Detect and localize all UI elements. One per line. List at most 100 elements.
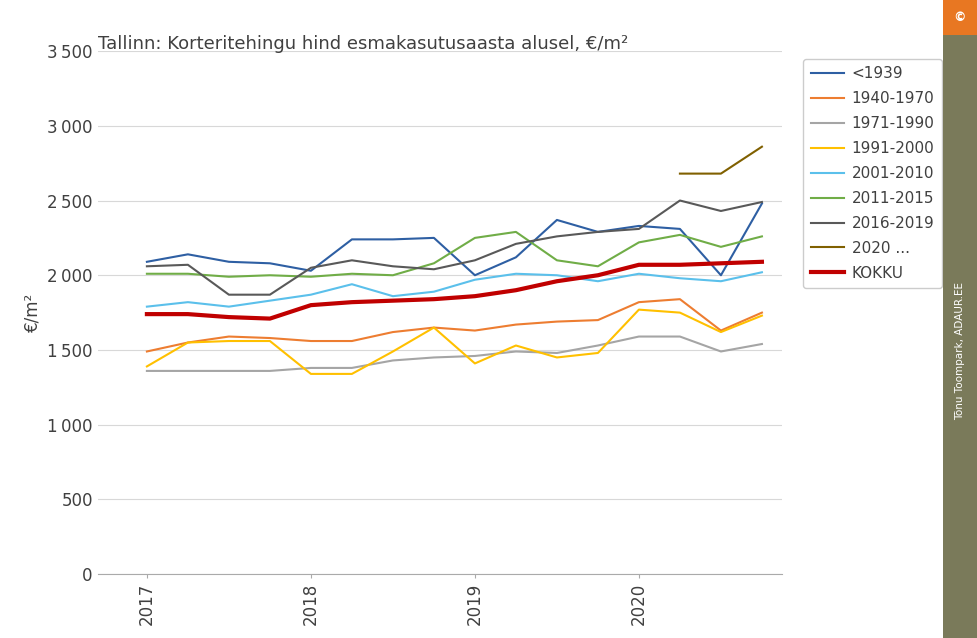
<1939 <box>715 271 727 279</box>
2001-2010 <box>715 278 727 285</box>
1991-2000 <box>182 339 193 346</box>
2011-2015 <box>715 243 727 251</box>
1991-2000 <box>428 323 440 331</box>
1940-1970 <box>510 321 522 329</box>
<1939 <box>182 251 193 258</box>
2001-2010 <box>510 270 522 278</box>
1971-1990 <box>469 352 481 360</box>
1991-2000 <box>510 342 522 350</box>
1991-2000 <box>346 370 358 378</box>
2016-2019 <box>346 256 358 264</box>
2016-2019 <box>715 207 727 215</box>
<1939 <box>674 225 686 233</box>
2011-2015 <box>633 239 645 246</box>
KOKKU <box>141 310 152 318</box>
1991-2000 <box>715 328 727 336</box>
1940-1970 <box>469 327 481 334</box>
1971-1990 <box>551 349 563 357</box>
KOKKU <box>346 299 358 306</box>
2001-2010 <box>223 303 234 311</box>
<1939 <box>428 234 440 242</box>
1940-1970 <box>264 334 276 342</box>
1971-1990 <box>141 367 152 375</box>
1991-2000 <box>469 360 481 367</box>
1940-1970 <box>305 338 317 345</box>
1971-1990 <box>305 364 317 372</box>
Line: 2011-2015: 2011-2015 <box>147 232 762 277</box>
2016-2019 <box>756 198 768 206</box>
2001-2010 <box>469 276 481 283</box>
2020 ... <box>674 170 686 177</box>
1940-1970 <box>592 316 604 324</box>
KOKKU <box>469 292 481 300</box>
<1939 <box>756 200 768 207</box>
1991-2000 <box>141 362 152 370</box>
1971-1990 <box>264 367 276 375</box>
2020 ... <box>756 143 768 151</box>
2001-2010 <box>141 303 152 311</box>
Line: 1940-1970: 1940-1970 <box>147 299 762 352</box>
1971-1990 <box>715 348 727 355</box>
2016-2019 <box>510 240 522 248</box>
1991-2000 <box>756 312 768 320</box>
<1939 <box>223 258 234 265</box>
KOKKU <box>633 261 645 269</box>
1940-1970 <box>428 323 440 331</box>
1940-1970 <box>715 327 727 334</box>
2011-2015 <box>346 270 358 278</box>
1971-1990 <box>756 340 768 348</box>
2011-2015 <box>469 234 481 242</box>
2001-2010 <box>756 269 768 276</box>
<1939 <box>469 271 481 279</box>
2011-2015 <box>387 271 399 279</box>
1971-1990 <box>592 342 604 350</box>
1971-1990 <box>182 367 193 375</box>
KOKKU <box>592 271 604 279</box>
Line: 2001-2010: 2001-2010 <box>147 272 762 307</box>
Line: 2020 ...: 2020 ... <box>680 147 762 174</box>
2016-2019 <box>428 265 440 273</box>
2020 ... <box>715 170 727 177</box>
KOKKU <box>182 310 193 318</box>
1971-1990 <box>674 332 686 340</box>
2011-2015 <box>428 260 440 267</box>
2011-2015 <box>305 273 317 281</box>
1991-2000 <box>674 309 686 316</box>
2011-2015 <box>551 256 563 264</box>
<1939 <box>510 253 522 261</box>
1940-1970 <box>182 339 193 346</box>
1991-2000 <box>551 353 563 361</box>
2011-2015 <box>141 270 152 278</box>
1991-2000 <box>223 338 234 345</box>
2016-2019 <box>223 291 234 299</box>
KOKKU <box>510 286 522 294</box>
2001-2010 <box>264 297 276 304</box>
1940-1970 <box>223 332 234 340</box>
2011-2015 <box>756 233 768 241</box>
2001-2010 <box>633 270 645 278</box>
KOKKU <box>715 260 727 267</box>
2011-2015 <box>674 231 686 239</box>
2016-2019 <box>551 233 563 241</box>
2001-2010 <box>428 288 440 295</box>
KOKKU <box>223 313 234 321</box>
Line: 2016-2019: 2016-2019 <box>147 200 762 295</box>
Line: <1939: <1939 <box>147 204 762 275</box>
Y-axis label: €/m²: €/m² <box>23 293 42 332</box>
2016-2019 <box>592 228 604 235</box>
Text: Tallinn: Korteritehingu hind esmakasutusaasta alusel, €/m²: Tallinn: Korteritehingu hind esmakasutus… <box>98 35 628 53</box>
Line: KOKKU: KOKKU <box>147 262 762 318</box>
KOKKU <box>551 278 563 285</box>
2011-2015 <box>510 228 522 235</box>
Text: ©: © <box>954 11 966 24</box>
2016-2019 <box>633 225 645 233</box>
1971-1990 <box>510 348 522 355</box>
Line: 1991-2000: 1991-2000 <box>147 309 762 374</box>
<1939 <box>551 216 563 224</box>
2001-2010 <box>305 291 317 299</box>
KOKKU <box>264 315 276 322</box>
<1939 <box>387 235 399 243</box>
KOKKU <box>387 297 399 304</box>
1971-1990 <box>387 357 399 364</box>
<1939 <box>305 267 317 274</box>
